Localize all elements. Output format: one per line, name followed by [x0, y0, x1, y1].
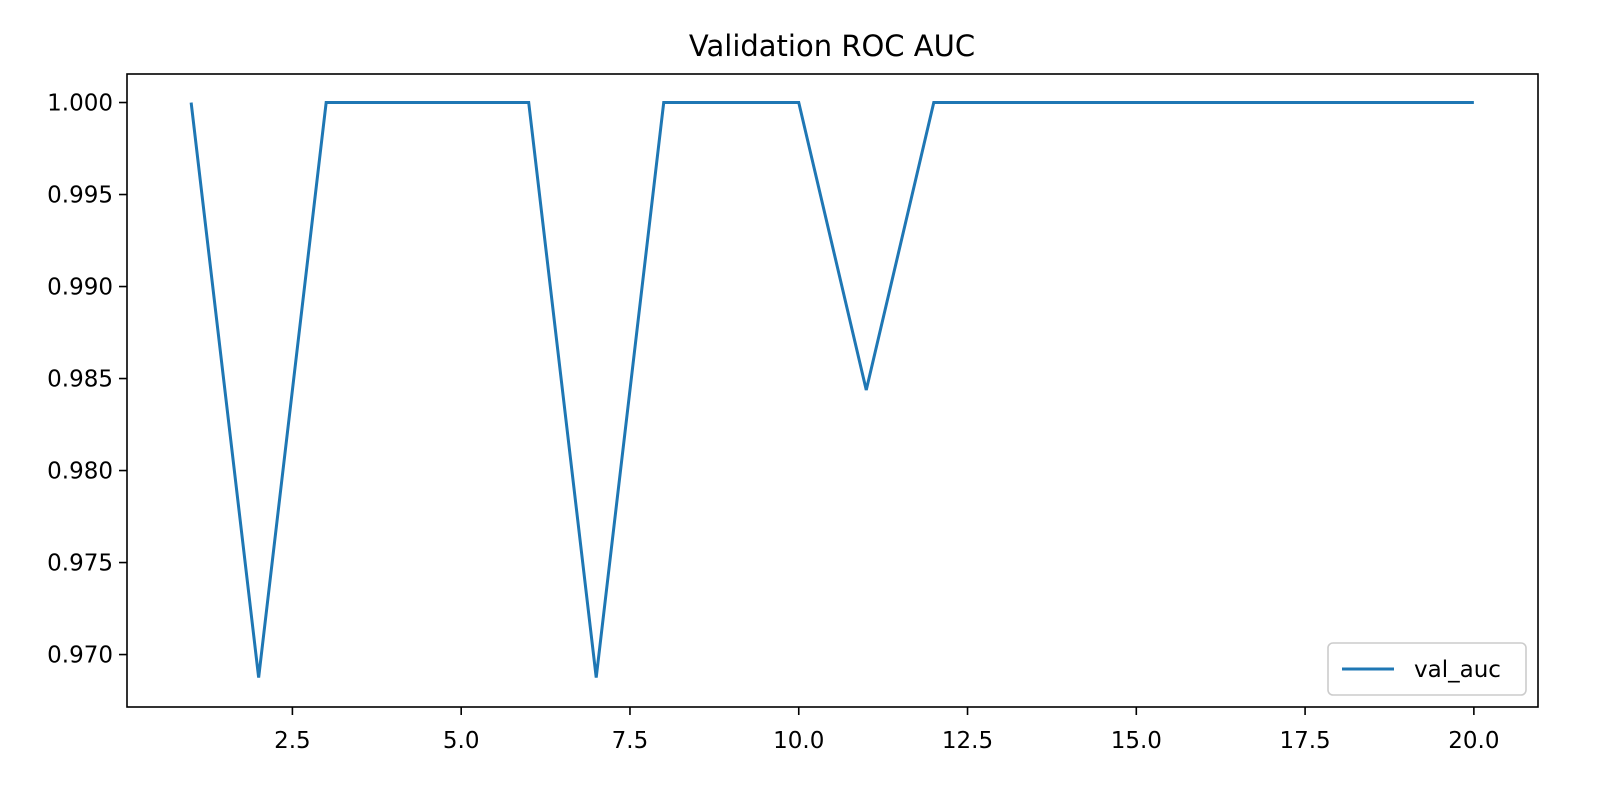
y-tick-label: 0.990 — [47, 275, 113, 301]
plot-area — [127, 74, 1538, 707]
y-axis: 0.970 0.975 0.980 0.985 0.990 0.995 1.000 — [47, 91, 127, 669]
x-tick-label: 5.0 — [443, 728, 480, 754]
y-tick-label: 0.995 — [47, 183, 113, 209]
axes-background — [127, 74, 1538, 707]
x-tick-label: 2.5 — [274, 728, 311, 754]
y-tick-label: 0.980 — [47, 459, 113, 485]
x-tick-label: 20.0 — [1448, 728, 1499, 754]
x-tick-label: 17.5 — [1279, 728, 1330, 754]
series-line-val_auc — [189, 101, 1474, 678]
y-tick-label: 0.970 — [47, 643, 113, 669]
x-tick-label: 10.0 — [773, 728, 824, 754]
chart-title: Validation ROC AUC — [689, 29, 975, 63]
series-layer — [189, 101, 1474, 678]
x-axis: 2.5 5.0 7.5 10.0 12.5 15.0 17.5 20.0 — [274, 707, 1499, 754]
legend-box — [1327, 642, 1527, 696]
y-tick-label: 1.000 — [47, 91, 113, 117]
x-tick-label: 7.5 — [612, 728, 649, 754]
legend: val_auc — [1327, 642, 1527, 696]
y-tick-label: 0.985 — [47, 367, 113, 393]
x-tick-label: 15.0 — [1111, 728, 1162, 754]
y-tick-label: 0.975 — [47, 551, 113, 577]
x-tick-label: 12.5 — [942, 728, 993, 754]
legend-label: val_auc — [1414, 657, 1501, 683]
axes-frame — [126, 73, 1539, 708]
